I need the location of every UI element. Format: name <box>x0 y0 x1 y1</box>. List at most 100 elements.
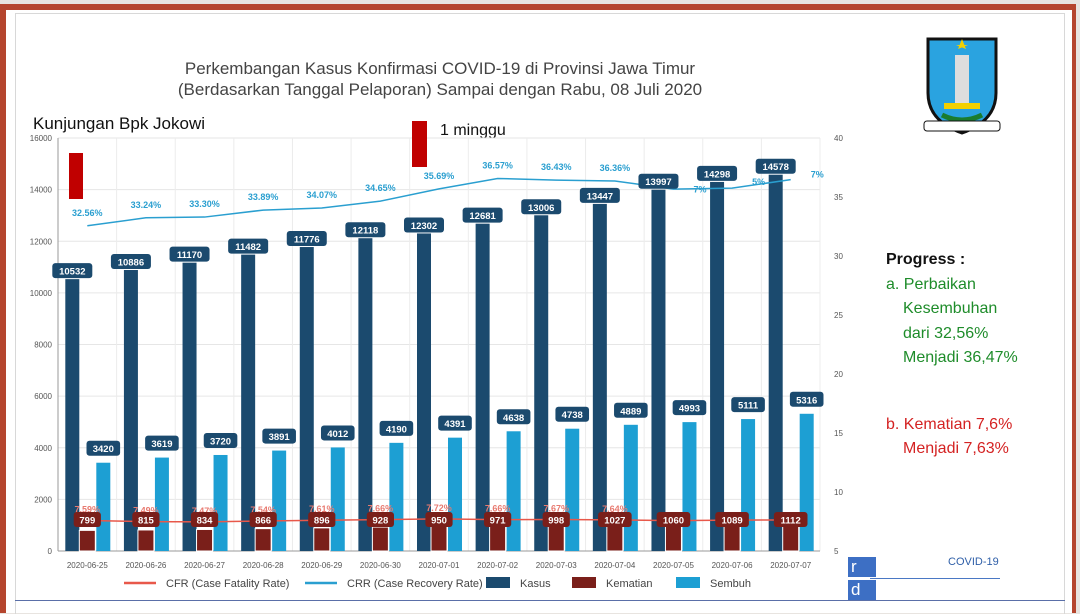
x-tick-label: 2020-06-25 <box>67 561 108 570</box>
kematian-data-label-box <box>773 512 808 527</box>
footer-label: COVID-19 <box>948 556 999 568</box>
progress-a-line: a. Perbaikan <box>886 275 976 293</box>
bar-kasus <box>123 270 138 551</box>
y-right-tick: 15 <box>834 429 843 438</box>
sembuh-data-label: 3420 <box>93 444 114 455</box>
sembuh-data-label: 4190 <box>386 424 407 435</box>
kasus-data-label-box <box>110 254 151 270</box>
bar-sembuh <box>506 431 521 551</box>
bar-sembuh <box>682 422 697 551</box>
bar-kasus <box>651 189 666 551</box>
crr-data-label: 34.07% <box>307 190 338 200</box>
legend-swatch <box>486 577 510 588</box>
footer-box: d <box>848 580 876 600</box>
bar-sembuh <box>799 413 814 551</box>
sembuh-data-label: 3891 <box>269 432 291 443</box>
bar-kasus <box>768 174 783 551</box>
sembuh-data-label: 3720 <box>210 436 231 447</box>
x-tick-label: 2020-06-26 <box>125 561 166 570</box>
cfr-data-label: 7.64% <box>602 504 628 514</box>
crr-data-label: 35.69% <box>424 171 455 181</box>
bar-kasus <box>592 203 607 552</box>
legend-label: CFR (Case Fatality Rate) <box>166 578 289 590</box>
kematian-data-label-box <box>249 512 277 527</box>
sembuh-data-label-box <box>496 409 531 425</box>
kematian-data-label: 866 <box>255 516 271 527</box>
chart-title-line-1: Perkembangan Kasus Konfirmasi COVID-19 d… <box>184 59 696 78</box>
bar-kematian <box>78 529 96 552</box>
cfr-data-label: 7.66% <box>485 504 511 514</box>
cfr-data-label: 7.66% <box>368 504 394 514</box>
kasus-data-label: 12681 <box>469 211 496 222</box>
y-left-tick: 8000 <box>34 341 52 350</box>
crr-line <box>87 177 791 227</box>
legend-label: CRR (Case Recovery Rate) <box>347 578 483 590</box>
bar-sembuh <box>272 450 287 551</box>
kasus-data-label-box <box>52 263 93 279</box>
sembuh-data-label-box <box>320 425 355 441</box>
week-annotation: 1 minggu <box>440 122 506 139</box>
crr-data-label: 32.56% <box>72 208 103 218</box>
cfr-data-label: 7.54% <box>250 505 276 515</box>
cfr-data-label: 7.61% <box>309 504 335 514</box>
progress-b-line: b. Kematian 7,6% <box>886 415 1013 433</box>
bar-kematian <box>489 525 507 552</box>
sembuh-data-label: 5316 <box>796 395 817 406</box>
kematian-data-label: 971 <box>490 516 507 527</box>
crr-data-label: 33.24% <box>131 200 162 210</box>
bar-sembuh <box>623 424 638 551</box>
crr-data-label: 36.36% <box>600 163 631 173</box>
kematian-data-label-box <box>308 512 336 527</box>
sembuh-data-label: 4638 <box>503 413 524 424</box>
y-right-tick: 35 <box>834 193 843 202</box>
progress-heading: Progress : <box>886 251 966 268</box>
legend-label: Kasus <box>520 578 551 590</box>
bar-kematian <box>723 522 741 552</box>
sembuh-data-label-box <box>145 435 179 451</box>
y-right-tick: 40 <box>834 134 843 143</box>
legend-label: Sembuh <box>710 578 751 590</box>
sembuh-data-label-box <box>262 428 296 444</box>
footer-line <box>870 578 1000 579</box>
y-left-tick: 2000 <box>34 495 52 504</box>
x-tick-label: 2020-07-06 <box>712 561 753 570</box>
sembuh-data-label: 4391 <box>444 419 466 430</box>
kasus-data-label-box <box>579 187 620 203</box>
x-tick-label: 2020-06-28 <box>243 561 284 570</box>
y-left-tick: 16000 <box>30 134 53 143</box>
cfr-data-label: 7.72% <box>426 503 452 513</box>
progress-a-line: Kesembuhan <box>903 300 998 317</box>
kematian-data-label-box <box>542 512 570 527</box>
kematian-data-label: 896 <box>314 516 330 527</box>
kasus-data-label: 13997 <box>645 177 671 188</box>
bar-kasus <box>534 215 549 551</box>
chart-title: Perkembangan Kasus Konfirmasi COVID-19 d… <box>140 58 740 100</box>
kasus-data-label: 11482 <box>235 242 261 253</box>
province-logo <box>923 37 1001 135</box>
kematian-data-label-box <box>598 512 632 527</box>
x-tick-label: 2020-06-27 <box>184 561 225 570</box>
bar-kematian <box>664 523 682 552</box>
bar-kasus <box>65 279 80 551</box>
kematian-data-label: 815 <box>138 516 155 527</box>
y-left-tick: 0 <box>48 547 53 556</box>
bar-sembuh <box>741 419 756 551</box>
bar-sembuh <box>330 447 345 551</box>
sembuh-data-label-box <box>789 391 824 407</box>
cfr-data-label: 7.67% <box>543 503 569 513</box>
crr-data-label: 7% <box>811 170 824 180</box>
kasus-data-label-box <box>404 217 444 233</box>
legend-swatch <box>676 577 700 588</box>
x-tick-label: 2020-07-07 <box>770 561 811 570</box>
kasus-data-label: 12118 <box>352 226 378 237</box>
sembuh-data-label: 5111 <box>738 401 759 412</box>
bottom-divider <box>15 600 1065 601</box>
kasus-data-label: 14298 <box>704 169 730 180</box>
bar-kasus <box>475 223 490 551</box>
visit-marker <box>69 153 83 199</box>
kematian-data-label-box <box>132 512 160 527</box>
legend-label: Kematian <box>606 578 652 590</box>
kematian-data-label-box <box>656 512 691 527</box>
crr-data-label: 33.30% <box>189 199 220 209</box>
sembuh-data-label: 4889 <box>620 406 641 417</box>
